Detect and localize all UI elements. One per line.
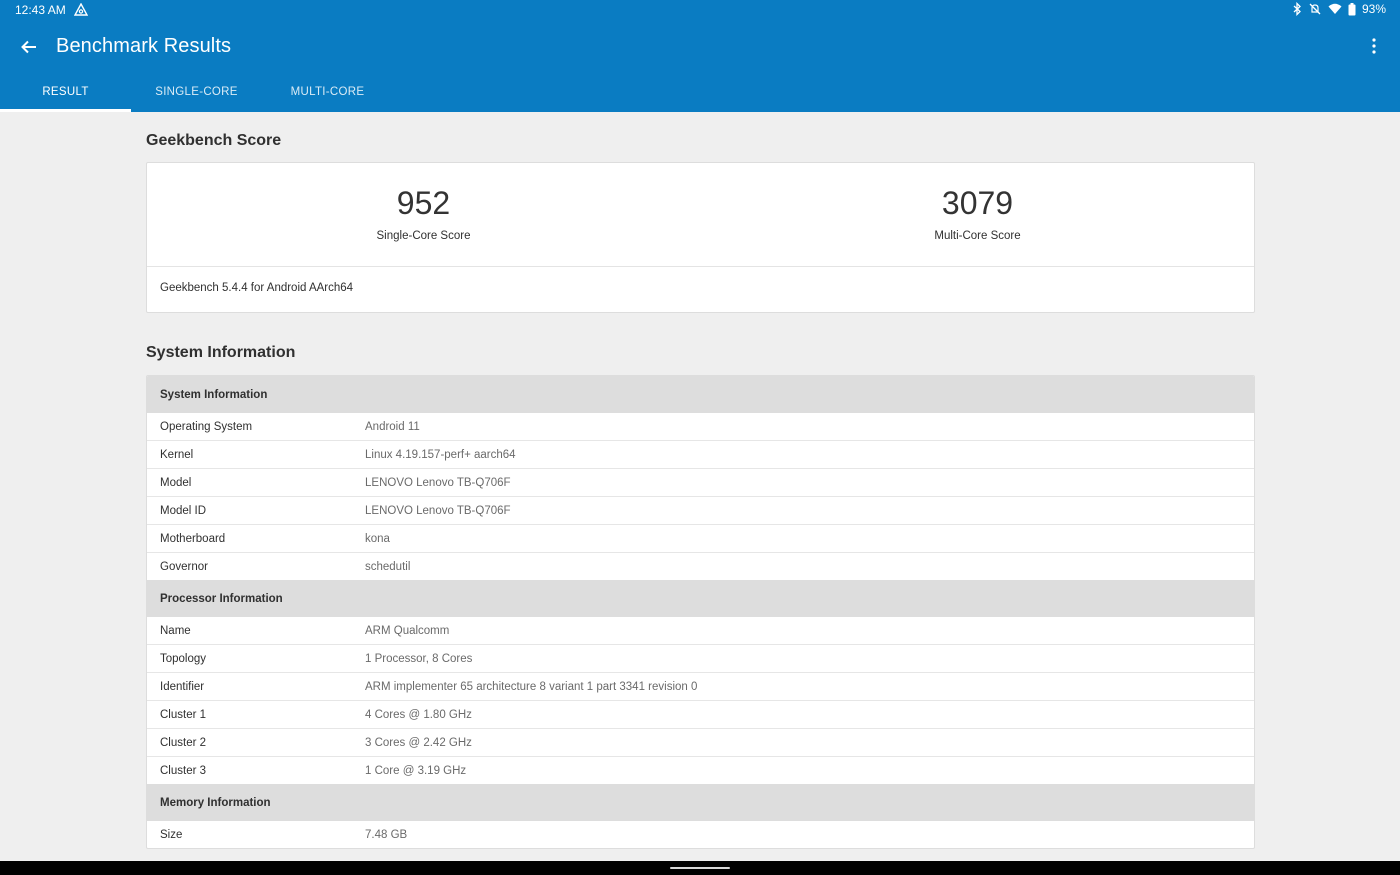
row-value: 3 Cores @ 2.42 GHz [365, 736, 472, 749]
divider [147, 266, 1254, 267]
geekbench-version: Geekbench 5.4.4 for Android AArch64 [160, 282, 354, 294]
group-header-processor: Processor Information [147, 580, 1254, 617]
bluetooth-icon [1292, 2, 1302, 16]
row-value: 7.48 GB [365, 828, 408, 841]
row-value: ARM Qualcomm [365, 624, 450, 637]
group-header-system: System Information [147, 376, 1254, 413]
table-row: Cluster 2 3 Cores @ 2.42 GHz [147, 729, 1254, 757]
system-section-title: System Information [146, 344, 296, 361]
table-row: Operating System Android 11 [147, 413, 1254, 441]
tab-single-core[interactable]: SINGLE-CORE [155, 86, 238, 98]
more-vert-icon [1372, 38, 1376, 54]
table-row: Motherboard kona [147, 525, 1254, 553]
system-info-table: System Information Operating System Andr… [146, 375, 1255, 849]
toolbar: Benchmark Results [0, 20, 1400, 72]
multi-core-score-value: 3079 [941, 185, 1014, 221]
table-row: Cluster 1 4 Cores @ 1.80 GHz [147, 701, 1254, 729]
score-card: 952 Single-Core Score 3079 Multi-Core Sc… [146, 162, 1255, 313]
single-core-score-label: Single-Core Score [376, 230, 471, 242]
row-value: 1 Core @ 3.19 GHz [365, 764, 467, 777]
status-icons: 93% [1292, 2, 1386, 16]
back-button[interactable] [12, 30, 46, 64]
table-row: Model ID LENOVO Lenovo TB-Q706F [147, 497, 1254, 525]
row-key: Cluster 3 [160, 764, 207, 777]
row-value: schedutil [365, 560, 411, 573]
multi-core-score-block: 3079 Multi-Core Score [701, 163, 1254, 266]
table-row: Topology 1 Processor, 8 Cores [147, 645, 1254, 673]
tab-bar: RESULT SINGLE-CORE MULTI-CORE [0, 72, 393, 112]
overflow-menu-button[interactable] [1362, 33, 1386, 59]
single-core-score-value: 952 [396, 185, 451, 221]
tab-result[interactable]: RESULT [0, 72, 131, 112]
row-key: Cluster 2 [160, 736, 207, 749]
battery-percent: 93% [1361, 2, 1386, 16]
row-key: Kernel [160, 448, 194, 461]
app-bar: 12:43 AM 93% Benchmark Results [0, 0, 1400, 112]
tab-multi-core[interactable]: MULTI-CORE [290, 86, 365, 98]
table-row: Kernel Linux 4.19.157-perf+ aarch64 [147, 441, 1254, 469]
row-key: Size [160, 828, 183, 841]
battery-icon [1348, 2, 1356, 16]
wifi-icon [1328, 3, 1342, 15]
group-header-memory: Memory Information [147, 784, 1254, 821]
table-row: Size 7.48 GB [147, 821, 1254, 848]
row-value: Android 11 [365, 420, 420, 433]
app-notification-icon [73, 2, 89, 17]
table-row: Identifier ARM implementer 65 architectu… [147, 673, 1254, 701]
row-value: LENOVO Lenovo TB-Q706F [365, 476, 511, 489]
status-time: 12:43 AM [15, 3, 66, 17]
row-key: Name [160, 624, 191, 637]
row-value: 1 Processor, 8 Cores [365, 652, 473, 665]
row-key: Governor [160, 560, 208, 573]
table-row: Governor schedutil [147, 553, 1254, 580]
row-value: kona [365, 532, 390, 545]
row-value: 4 Cores @ 1.80 GHz [365, 708, 472, 721]
row-value: Linux 4.19.157-perf+ aarch64 [365, 448, 516, 461]
score-section-title: Geekbench Score [146, 132, 282, 149]
system-navigation-bar [0, 861, 1400, 875]
row-key: Model [160, 476, 192, 489]
arrow-back-icon [21, 40, 36, 54]
single-core-score-block: 952 Single-Core Score [147, 163, 700, 266]
row-value: LENOVO Lenovo TB-Q706F [365, 504, 511, 517]
row-key: Topology [160, 652, 207, 665]
row-key: Model ID [160, 504, 207, 517]
multi-core-score-label: Multi-Core Score [934, 230, 1021, 242]
row-key: Operating System [160, 420, 253, 433]
status-bar: 12:43 AM 93% [0, 0, 1400, 20]
gesture-handle[interactable] [670, 867, 730, 869]
row-value: ARM implementer 65 architecture 8 varian… [365, 680, 698, 693]
row-key: Cluster 1 [160, 708, 207, 721]
row-key: Identifier [160, 680, 205, 693]
mute-icon [1308, 2, 1322, 16]
table-row: Model LENOVO Lenovo TB-Q706F [147, 469, 1254, 497]
row-key: Motherboard [160, 532, 226, 545]
table-row: Name ARM Qualcomm [147, 617, 1254, 645]
page-title: Benchmark Results [56, 35, 232, 57]
table-row: Cluster 3 1 Core @ 3.19 GHz [147, 757, 1254, 784]
